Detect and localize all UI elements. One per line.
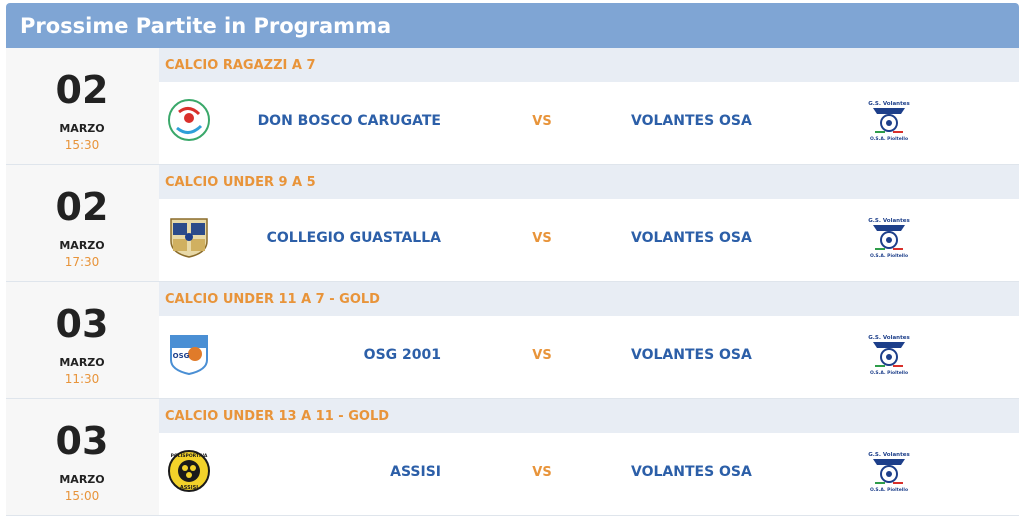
away-logo-text-bottom: O.S.A. Pioltello bbox=[870, 370, 908, 376]
match-date: 02 MARZO 17:30 bbox=[6, 165, 158, 281]
away-team: VOLANTES OSA bbox=[631, 230, 752, 246]
match-day: 02 bbox=[55, 185, 109, 229]
match-month: MARZO bbox=[59, 356, 105, 369]
gs-volantes-logo-icon: G.S. Volantes O.S.A. Pioltello bbox=[868, 452, 910, 493]
match-teams: COLLEGIO GUASTALLA VS VOLANTES OSA G.S. … bbox=[159, 199, 1019, 281]
match-month: MARZO bbox=[59, 239, 105, 252]
away-logo-text-top: G.S. Volantes bbox=[868, 452, 910, 458]
home-logo-text-bottom: ASSISI bbox=[180, 485, 198, 491]
away-logo-text-bottom: O.S.A. Pioltello bbox=[870, 487, 908, 493]
home-team: DON BOSCO CARUGATE bbox=[257, 113, 441, 129]
away-team: VOLANTES OSA bbox=[631, 347, 752, 363]
vs-label: VS bbox=[532, 230, 552, 246]
match-category: CALCIO RAGAZZI A 7 bbox=[159, 48, 1019, 82]
away-team: VOLANTES OSA bbox=[631, 113, 752, 129]
match-row[interactable]: 02 MARZO 15:30 CALCIO RAGAZZI A 7 DON BO… bbox=[6, 48, 1019, 165]
match-row[interactable]: 03 MARZO 15:00 CALCIO UNDER 13 A 11 - GO… bbox=[6, 399, 1019, 516]
gs-volantes-logo-icon: G.S. Volantes O.S.A. Pioltello bbox=[868, 218, 910, 259]
home-team: ASSISI bbox=[390, 464, 441, 480]
collegio-guastalla-crest-icon bbox=[170, 218, 208, 258]
don-bosco-logo-icon bbox=[168, 99, 210, 141]
match-time: 15:30 bbox=[64, 138, 100, 152]
gs-volantes-logo-icon: G.S. Volantes O.S.A. Pioltello bbox=[868, 101, 910, 142]
away-logo-text-top: G.S. Volantes bbox=[868, 335, 910, 341]
match-month: MARZO bbox=[59, 122, 105, 135]
widget-title: Prossime Partite in Programma bbox=[6, 3, 1019, 48]
match-day: 02 bbox=[55, 68, 109, 112]
match-category: CALCIO UNDER 11 A 7 - GOLD bbox=[159, 282, 1019, 316]
home-team: OSG 2001 bbox=[363, 347, 441, 363]
osg-2001-shield-icon: OSG bbox=[170, 335, 208, 376]
gs-volantes-logo-icon: G.S. Volantes O.S.A. Pioltello bbox=[868, 335, 910, 376]
match-time: 17:30 bbox=[64, 255, 100, 269]
vs-label: VS bbox=[532, 113, 552, 129]
match-teams: OSG OSG 2001 VS VOLANTES OSA G.S. Volant… bbox=[159, 316, 1019, 398]
match-row[interactable]: 02 MARZO 17:30 CALCIO UNDER 9 A 5 COLLEG… bbox=[6, 165, 1019, 282]
match-category: CALCIO UNDER 13 A 11 - GOLD bbox=[159, 399, 1019, 433]
away-logo-text-bottom: O.S.A. Pioltello bbox=[870, 253, 908, 259]
match-teams: POLISPORTIVA ASSISI ASSISI VS VOLANTES O… bbox=[159, 433, 1019, 515]
matches-widget: Prossime Partite in Programma 02 MARZO 1… bbox=[6, 3, 1019, 520]
match-time: 11:30 bbox=[64, 372, 100, 386]
match-month: MARZO bbox=[59, 473, 105, 486]
match-date: 03 MARZO 15:00 bbox=[6, 399, 158, 515]
vs-label: VS bbox=[532, 347, 552, 363]
away-logo-text-bottom: O.S.A. Pioltello bbox=[870, 136, 908, 142]
match-date: 03 MARZO 11:30 bbox=[6, 282, 158, 398]
away-team: VOLANTES OSA bbox=[631, 464, 752, 480]
match-date: 02 MARZO 15:30 bbox=[6, 48, 158, 164]
home-logo-text: OSG bbox=[173, 352, 190, 360]
match-category: CALCIO UNDER 9 A 5 bbox=[159, 165, 1019, 199]
vs-label: VS bbox=[532, 464, 552, 480]
match-day: 03 bbox=[55, 302, 109, 346]
match-time: 15:00 bbox=[64, 489, 100, 503]
match-row[interactable]: 03 MARZO 11:30 CALCIO UNDER 11 A 7 - GOL… bbox=[6, 282, 1019, 399]
match-teams: DON BOSCO CARUGATE VS VOLANTES OSA G.S. … bbox=[159, 82, 1019, 164]
home-logo-text-top: POLISPORTIVA bbox=[171, 453, 208, 459]
away-logo-text-top: G.S. Volantes bbox=[868, 218, 910, 224]
home-team: COLLEGIO GUASTALLA bbox=[266, 230, 441, 246]
polisportiva-assisi-badge-icon: POLISPORTIVA ASSISI bbox=[168, 450, 210, 492]
away-logo-text-top: G.S. Volantes bbox=[868, 101, 910, 107]
match-day: 03 bbox=[55, 419, 109, 463]
